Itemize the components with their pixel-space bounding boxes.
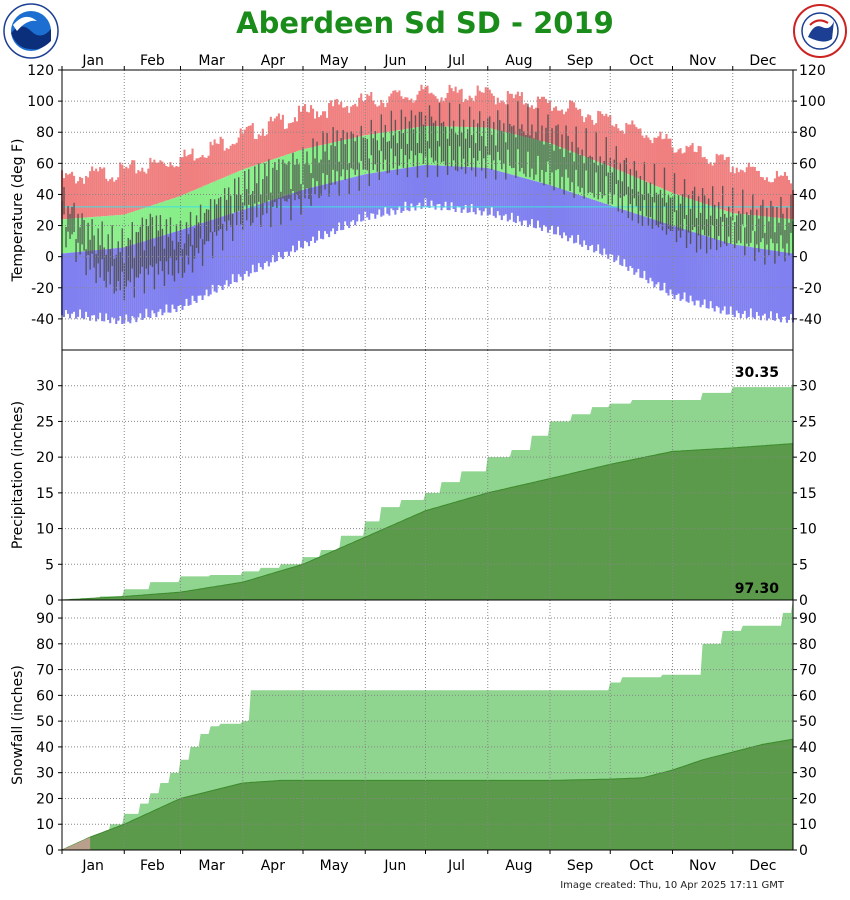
y-tick-label-left: 25 (36, 414, 54, 430)
month-label-top: Mar (198, 53, 225, 69)
month-label-top: May (320, 53, 349, 69)
chart-title: Aberdeen Sd SD - 2019 (236, 6, 614, 40)
y-axis-label: Snowfall (inches) (10, 665, 26, 785)
precipitation-panel (61, 383, 794, 601)
y-tick-label-left: 0 (45, 250, 54, 266)
y-tick-label-left: 20 (36, 791, 54, 807)
image-created-note: Image created: Thu, 10 Apr 2025 17:11 GM… (560, 880, 784, 891)
month-label-top: Jan (81, 53, 104, 69)
y-tick-label-right: 10 (799, 522, 817, 538)
total-value-label: 30.35 (735, 365, 779, 381)
month-label-bottom: May (320, 858, 349, 874)
month-label-top: Aug (505, 53, 532, 69)
y-tick-label-left: -40 (31, 312, 54, 328)
y-tick-label-right: -40 (799, 312, 822, 328)
month-label-bottom: Jan (81, 858, 104, 874)
y-tick-label-right: -20 (799, 281, 822, 297)
y-tick-label-left: 40 (36, 740, 54, 756)
panel-axes-temperature: 120 120 100 100 80 80 60 60 40 40 20 20 0 0 -20 -20 -40 -… (10, 63, 826, 351)
month-label-bottom: Aug (505, 858, 532, 874)
y-tick-label-right: 80 (799, 125, 817, 141)
y-tick-label-left: -20 (31, 281, 54, 297)
month-label-bottom: Jun (383, 858, 406, 874)
month-label-top: Dec (749, 53, 776, 69)
month-label-bottom: Sep (567, 858, 594, 874)
month-label-top: Oct (629, 53, 654, 69)
nws-logo (792, 3, 848, 59)
month-label-bottom: Mar (198, 858, 225, 874)
y-tick-label-left: 60 (36, 156, 54, 172)
y-tick-label-left: 80 (36, 637, 54, 653)
y-tick-label-left: 0 (45, 593, 54, 609)
y-tick-label-right: 30 (799, 379, 817, 395)
y-tick-label-right: 40 (799, 187, 817, 203)
total-value-label: 97.30 (735, 581, 780, 597)
y-tick-label-right: 100 (799, 94, 826, 110)
y-tick-label-right: 50 (799, 714, 817, 730)
y-tick-label-left: 20 (36, 450, 54, 466)
month-label-bottom: Oct (629, 858, 654, 874)
y-tick-label-left: 10 (36, 522, 54, 538)
month-labels: Jan Jan Feb Feb Mar Mar Apr Apr May May Jun Jun Jul J… (61, 53, 776, 874)
month-label-top: Jun (383, 53, 406, 69)
y-tick-label-right: 60 (799, 688, 817, 704)
y-axis-label: Temperature (deg F) (10, 139, 26, 283)
y-tick-label-left: 0 (45, 843, 54, 859)
y-tick-label-right: 60 (799, 156, 817, 172)
panel-frame (61, 599, 794, 851)
y-tick-label-left: 70 (36, 663, 54, 679)
y-tick-label-right: 5 (799, 557, 808, 573)
y-tick-label-left: 20 (36, 219, 54, 235)
y-tick-label-left: 90 (36, 611, 54, 627)
noaa-logo (3, 3, 59, 59)
y-tick-label-left: 40 (36, 187, 54, 203)
y-tick-label-right: 20 (799, 791, 817, 807)
month-label-bottom: Nov (689, 858, 716, 874)
y-tick-label-left: 5 (45, 557, 54, 573)
month-label-top: Apr (261, 53, 285, 69)
y-tick-label-left: 10 (36, 817, 54, 833)
y-tick-label-left: 15 (36, 486, 54, 502)
y-tick-label-right: 20 (799, 219, 817, 235)
snow-missing-area (62, 837, 91, 850)
y-tick-label-left: 30 (36, 766, 54, 782)
y-tick-label-left: 80 (36, 125, 54, 141)
y-tick-label-right: 90 (799, 611, 817, 627)
month-label-bottom: Apr (261, 858, 285, 874)
month-label-top: Sep (567, 53, 594, 69)
y-tick-label-right: 70 (799, 663, 817, 679)
y-axis-label: Precipitation (inches) (10, 401, 26, 549)
y-tick-label-right: 0 (799, 843, 808, 859)
y-tick-label-left: 50 (36, 714, 54, 730)
month-label-top: Nov (689, 53, 716, 69)
month-label-bottom: Dec (749, 858, 776, 874)
y-tick-label-left: 60 (36, 688, 54, 704)
panel-axes-snowfall: 90 90 80 80 70 70 60 60 50 50 40 40 30 30 20 20 10 10 0 0 Sn… (10, 581, 817, 859)
snowfall-panel (61, 599, 794, 851)
y-tick-label-right: 15 (799, 486, 817, 502)
month-label-top: Feb (140, 53, 165, 69)
y-tick-label-right: 30 (799, 766, 817, 782)
month-label-top: Jul (447, 53, 465, 69)
y-tick-label-right: 10 (799, 817, 817, 833)
y-tick-label-right: 120 (799, 63, 826, 79)
y-tick-label-left: 30 (36, 379, 54, 395)
y-tick-label-left: 120 (27, 63, 54, 79)
temperature-panel (60, 84, 795, 325)
y-tick-label-right: 0 (799, 593, 808, 609)
y-tick-label-right: 40 (799, 740, 817, 756)
y-tick-label-right: 80 (799, 637, 817, 653)
precip-normal-area (61, 443, 794, 601)
y-tick-label-right: 20 (799, 450, 817, 466)
month-label-bottom: Feb (140, 858, 165, 874)
y-tick-label-right: 25 (799, 414, 817, 430)
y-tick-label-right: 0 (799, 250, 808, 266)
month-label-bottom: Jul (447, 858, 465, 874)
y-tick-label-left: 100 (27, 94, 54, 110)
